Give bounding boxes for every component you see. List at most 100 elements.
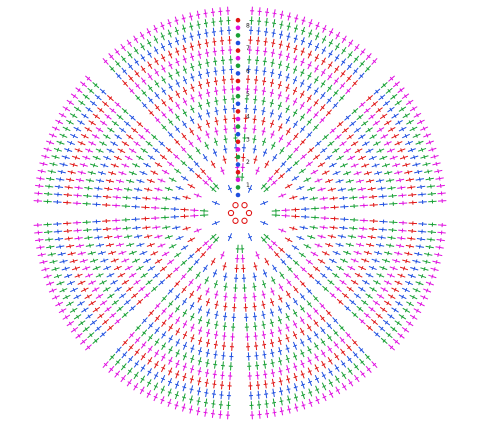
stitch-crossbar [313, 170, 316, 174]
stitch-crossbar [175, 341, 180, 344]
stitch-crossbar [155, 93, 160, 98]
stitch-crossbar [116, 74, 121, 78]
stitch-crossbar [389, 76, 394, 81]
stitch-crossbar [212, 383, 217, 386]
stitch-crossbar [118, 115, 122, 120]
stitch-crossbar [168, 108, 173, 112]
stitch-crossbar [141, 67, 146, 71]
stitch-crossbar [80, 321, 84, 326]
stitch-crossbar [293, 68, 298, 71]
stitch-crossbar [351, 121, 355, 126]
stitch-crossbar [131, 171, 134, 176]
stitch-crossbar [149, 111, 153, 115]
stitch-crossbar [395, 258, 398, 263]
stitch-crossbar [322, 395, 327, 399]
stitch-crossbar [365, 313, 369, 318]
stitch-crossbar [155, 196, 158, 201]
stitch-crossbar [135, 141, 139, 146]
stitch-crossbar [111, 313, 115, 318]
stitch-crossbar [341, 141, 345, 146]
stitch-crossbar [212, 40, 217, 43]
stitch-crossbar [275, 252, 279, 257]
stitch-crossbar [364, 163, 367, 168]
stitch-crossbar [293, 287, 298, 292]
stitch-crossbar [162, 309, 166, 313]
stitch-crossbar [175, 307, 180, 311]
stitch-crossbar [384, 320, 389, 325]
stitch-crossbar [369, 178, 372, 184]
stitch-crossbar [94, 134, 98, 139]
stitch-crossbar [197, 43, 202, 46]
stitch-crossbar [353, 81, 357, 86]
stitch-crossbar [205, 122, 210, 125]
stitch-crossbar [103, 320, 108, 324]
stitch-crossbar [286, 378, 291, 381]
stitch-crossbar [307, 162, 311, 166]
stitch-crossbar [264, 11, 270, 14]
stitch-crossbar [301, 404, 306, 407]
stitch-crossbar [194, 260, 199, 264]
stitch-crossbar [142, 273, 146, 278]
stitch-crossbar [356, 250, 359, 255]
stitch-crossbar [142, 103, 147, 108]
stitch-crossbar [278, 297, 283, 301]
stitch-crossbar [197, 286, 201, 289]
stitch-crossbar [313, 252, 316, 256]
stitch-crossbar [49, 244, 52, 250]
stitch-crossbar [128, 357, 133, 362]
stitch-crossbar [389, 314, 393, 319]
row-start-dot [235, 116, 241, 122]
stitch-crossbar [181, 396, 187, 399]
row-start-dot [235, 93, 241, 99]
stitch-crossbar [127, 53, 132, 57]
stitch-crossbar [198, 329, 203, 332]
stitch-crossbar [264, 162, 269, 166]
stitch-crossbar [341, 350, 345, 354]
stitch-crossbar [67, 148, 70, 153]
stitch-crossbar [371, 287, 375, 292]
stitch-crossbar [160, 141, 164, 146]
stitch-crossbar [50, 252, 53, 257]
stitch-crossbar [407, 170, 410, 175]
stitch-crossbar [293, 396, 299, 399]
stitch-crossbar [262, 238, 266, 242]
stitch-crossbar [423, 266, 426, 272]
row-number-label: 8 [246, 22, 250, 29]
stitch-crossbar [362, 195, 364, 200]
stitch-crossbar [80, 251, 83, 256]
stitch-crossbar [357, 273, 360, 278]
stitch-crossbar [322, 196, 325, 201]
stitch-crossbar [272, 156, 277, 160]
stitch-crossbar [358, 179, 361, 184]
stitch-crossbar [314, 101, 319, 105]
stitch-crossbar [175, 40, 180, 43]
stitch-crossbar [188, 267, 192, 271]
row-number-label: 3 [246, 136, 250, 143]
stitch-crossbar [340, 234, 343, 239]
stitch-crossbar [320, 316, 325, 321]
stitch-crossbar [68, 321, 72, 326]
stitch-crossbar [39, 245, 42, 250]
stitch-crossbar [76, 107, 80, 112]
stitch-crossbar [168, 337, 173, 341]
stitch-crossbar [95, 266, 98, 271]
stitch-crossbar [428, 176, 431, 182]
stitch-crossbar [420, 274, 424, 279]
stitch-crossbar [320, 259, 323, 264]
stitch-crossbar [435, 260, 438, 265]
stitch-crossbar [293, 322, 298, 326]
stitch-crossbar [389, 107, 393, 112]
stitch-crossbar [168, 359, 173, 363]
stitch-crossbar [98, 178, 101, 183]
stitch-crossbar [331, 293, 335, 298]
stitch-crossbar [252, 128, 257, 131]
stitch-crossbar [134, 373, 139, 377]
stitch-crossbar [182, 37, 187, 40]
stitch-crossbar [154, 273, 158, 278]
stitch-crossbar [169, 162, 173, 166]
stitch-crossbar [167, 186, 170, 191]
stitch-crossbar [147, 359, 152, 363]
stitch-crossbar [120, 293, 125, 298]
stitch-crossbar [77, 88, 81, 93]
stitch-crossbar [174, 19, 179, 22]
